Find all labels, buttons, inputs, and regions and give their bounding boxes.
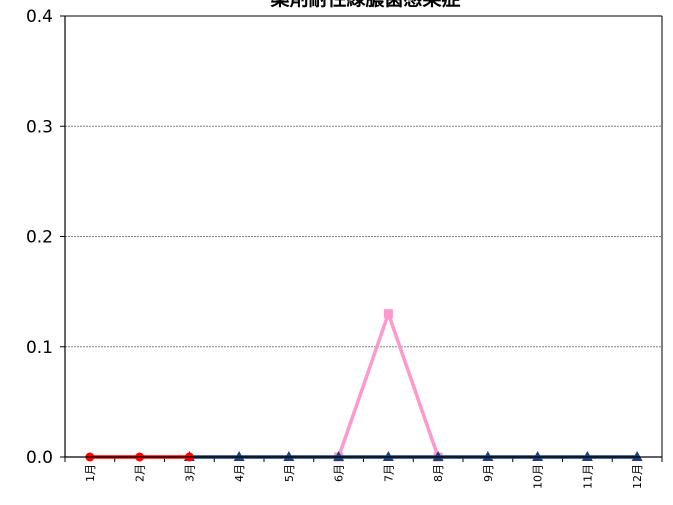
x-tick-label: 6月 — [333, 464, 346, 482]
data-point — [432, 451, 444, 461]
y-tick-label: 0.4 — [26, 7, 53, 27]
x-tick-label: 9月 — [482, 464, 495, 482]
data-point — [233, 451, 245, 461]
x-tick-label: 1月 — [84, 464, 97, 482]
x-tick-label: 5月 — [283, 464, 296, 482]
data-point — [283, 451, 295, 461]
data-point — [631, 451, 643, 461]
x-tick-label: 4月 — [233, 464, 246, 482]
x-tick-label: 12月 — [631, 464, 644, 489]
x-tick-label: 7月 — [382, 464, 395, 482]
data-point — [482, 451, 494, 461]
y-tick-label: 0.2 — [26, 228, 53, 248]
chart-title: 薬剤耐性緑膿菌感染症 — [269, 0, 460, 10]
y-tick-label: 0.1 — [26, 338, 53, 358]
x-tick-label: 8月 — [432, 464, 445, 482]
data-point — [532, 451, 544, 461]
data-point — [383, 309, 393, 319]
y-tick-label: 0.0 — [26, 448, 53, 468]
x-tick-label: 10月 — [532, 464, 545, 489]
x-tick-label: 11月 — [581, 464, 594, 489]
data-point — [382, 451, 394, 461]
data-point — [581, 451, 593, 461]
data-point — [333, 451, 345, 461]
x-tick-label: 3月 — [183, 464, 196, 482]
x-tick-label: 2月 — [134, 464, 147, 482]
y-tick-label: 0.3 — [26, 117, 53, 137]
